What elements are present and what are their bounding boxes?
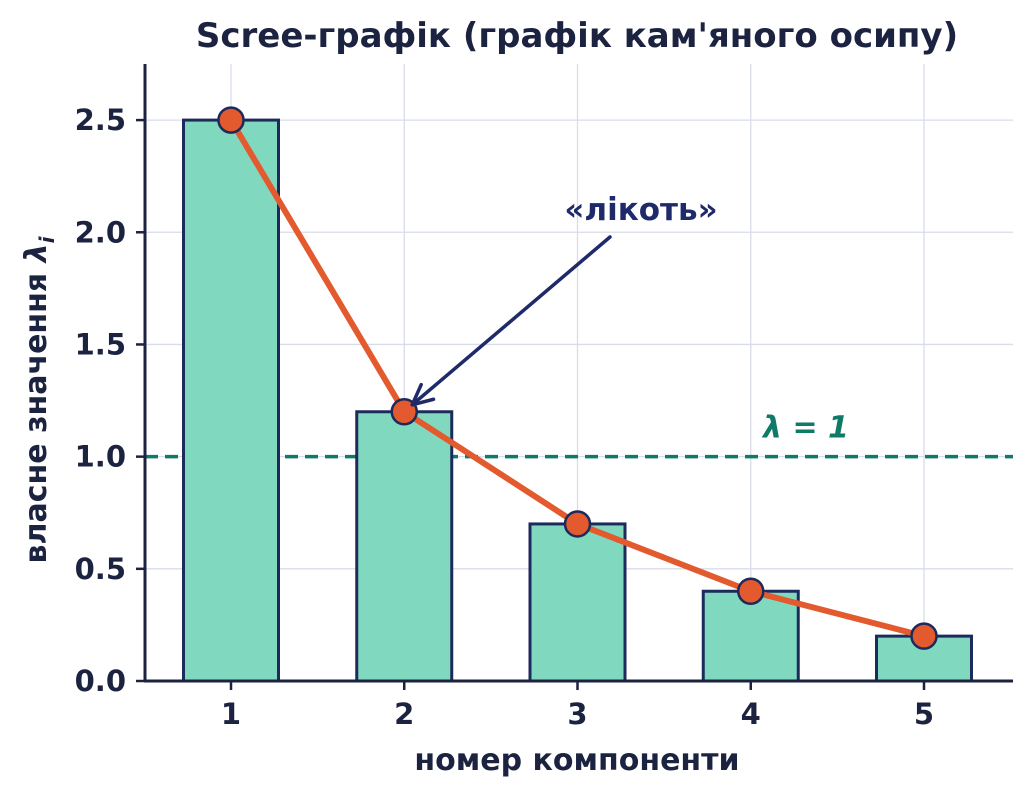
data-point: [390, 398, 418, 426]
x-axis-label: номер компоненти: [414, 743, 739, 778]
x-tick-label: 2: [394, 697, 414, 731]
y-axis-label-text: власне значення: [19, 273, 54, 564]
x-tick-label: 5: [914, 697, 934, 731]
bar: [528, 522, 627, 683]
x-tick-label: 4: [741, 697, 761, 731]
y-tick-label: 2.0: [75, 215, 126, 249]
annotation-arrow: [410, 235, 612, 407]
threshold-label: λ = 1: [761, 411, 849, 446]
bar: [701, 589, 800, 683]
threshold-group: λ = 1: [145, 411, 1013, 459]
y-tick-label: 1.5: [75, 327, 126, 361]
annotation-group: «лікоть»: [410, 192, 718, 407]
y-axis-label-symbol: λ: [19, 243, 54, 264]
chart-title: Scree-графік (графік кам'яного осипу): [196, 16, 958, 56]
data-point: [737, 577, 765, 606]
data-point: [217, 106, 245, 134]
y-tick-label: 0.5: [75, 552, 126, 586]
annotation-label: «лікоть»: [564, 192, 717, 228]
data-point: [563, 510, 592, 538]
y-tick-label: 2.5: [75, 103, 126, 137]
bar: [182, 118, 280, 683]
line-series: [217, 106, 938, 650]
x-tick-label: 1: [221, 697, 241, 731]
y-axis-label-subscript: i: [35, 235, 59, 243]
y-tick-label: 0.0: [75, 664, 126, 698]
annotation-arrowhead: [410, 382, 436, 407]
y-axis-label: власне значення λi: [19, 235, 59, 563]
x-tick-label: 3: [567, 697, 587, 731]
y-tick-label: 1.0: [75, 440, 126, 474]
axes: 0.0 0.5 1.0 1.5 2.0 2.5 1 2 3 4 5: [75, 64, 1013, 731]
data-point: [910, 622, 938, 650]
bar: [355, 410, 454, 683]
